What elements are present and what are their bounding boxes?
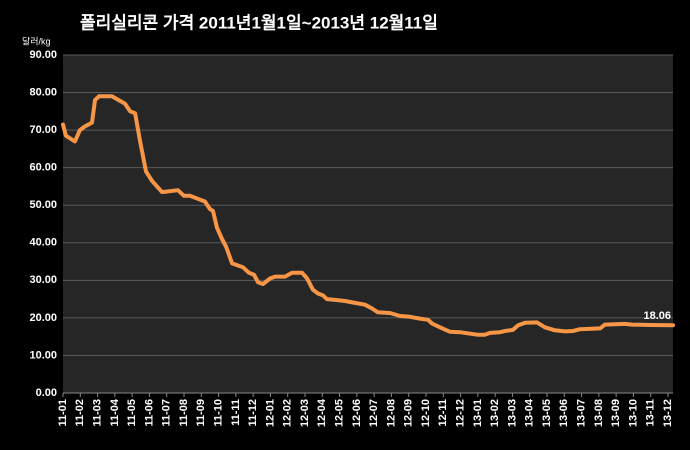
x-tick-label: 12-09	[403, 399, 415, 427]
chart-title: 폴리실리콘 가격 2011년1월1일~2013년 12월11일	[80, 13, 438, 32]
x-tick-label: 13-10	[627, 399, 639, 427]
x-tick-label: 11-08	[178, 399, 190, 427]
y-tick-label: 0.00	[36, 387, 57, 399]
x-tick-label: 13-06	[558, 399, 570, 427]
x-tick-label: 11-05	[126, 399, 138, 427]
y-tick-label: 70.00	[29, 124, 57, 136]
x-tick-label: 12-04	[316, 398, 328, 427]
x-tick-label: 11-10	[212, 399, 224, 427]
x-tick-label: 13-01	[472, 399, 484, 427]
x-tick-label: 12-08	[385, 399, 397, 427]
x-tick-label: 12-03	[299, 399, 311, 427]
x-tick-label: 13-12	[662, 399, 674, 427]
x-tick-label: 12-07	[368, 399, 380, 427]
x-tick-label: 13-08	[593, 399, 605, 427]
x-tick-label: 12-12	[454, 399, 466, 427]
x-tick-label: 12-05	[333, 399, 345, 427]
x-tick-label: 11-07	[161, 399, 173, 427]
y-tick-label: 40.00	[29, 237, 57, 249]
y-axis-label: 달러/kg	[22, 35, 51, 46]
x-tick-label: 12-02	[282, 399, 294, 427]
x-tick-label: 11-02	[74, 399, 86, 427]
y-tick-label: 80.00	[29, 86, 57, 98]
x-tick-label: 11-01	[57, 399, 69, 427]
y-tick-label: 20.00	[29, 312, 57, 324]
x-tick-label: 12-06	[351, 399, 363, 427]
y-tick-label: 60.00	[29, 162, 57, 174]
x-tick-label: 13-07	[575, 399, 587, 427]
x-tick-label: 13-03	[506, 399, 518, 427]
x-tick-label: 12-01	[264, 399, 276, 427]
x-tick-label: 11-03	[91, 399, 103, 427]
data-label: 18.06	[643, 310, 671, 322]
plot-area	[63, 55, 673, 393]
x-tick-label: 11-09	[195, 399, 207, 427]
x-tick-label: 11-04	[109, 398, 121, 426]
x-tick-label: 13-04	[524, 398, 536, 427]
x-tick-label: 13-11	[645, 399, 657, 427]
y-tick-label: 10.00	[29, 349, 57, 361]
x-tick-label: 13-02	[489, 399, 501, 427]
price-line	[61, 94, 675, 337]
x-tick-label: 13-05	[541, 399, 553, 427]
x-tick-label: 12-10	[420, 399, 432, 427]
x-tick-label: 12-11	[437, 399, 449, 427]
y-tick-label: 50.00	[29, 199, 57, 211]
y-tick-label: 90.00	[29, 49, 57, 61]
x-tick-label: 11-11	[230, 399, 242, 426]
x-tick-label: 13-09	[610, 399, 622, 427]
y-tick-label: 30.00	[29, 274, 57, 286]
x-tick-label: 11-12	[247, 399, 259, 427]
x-tick-label: 11-06	[143, 399, 155, 427]
